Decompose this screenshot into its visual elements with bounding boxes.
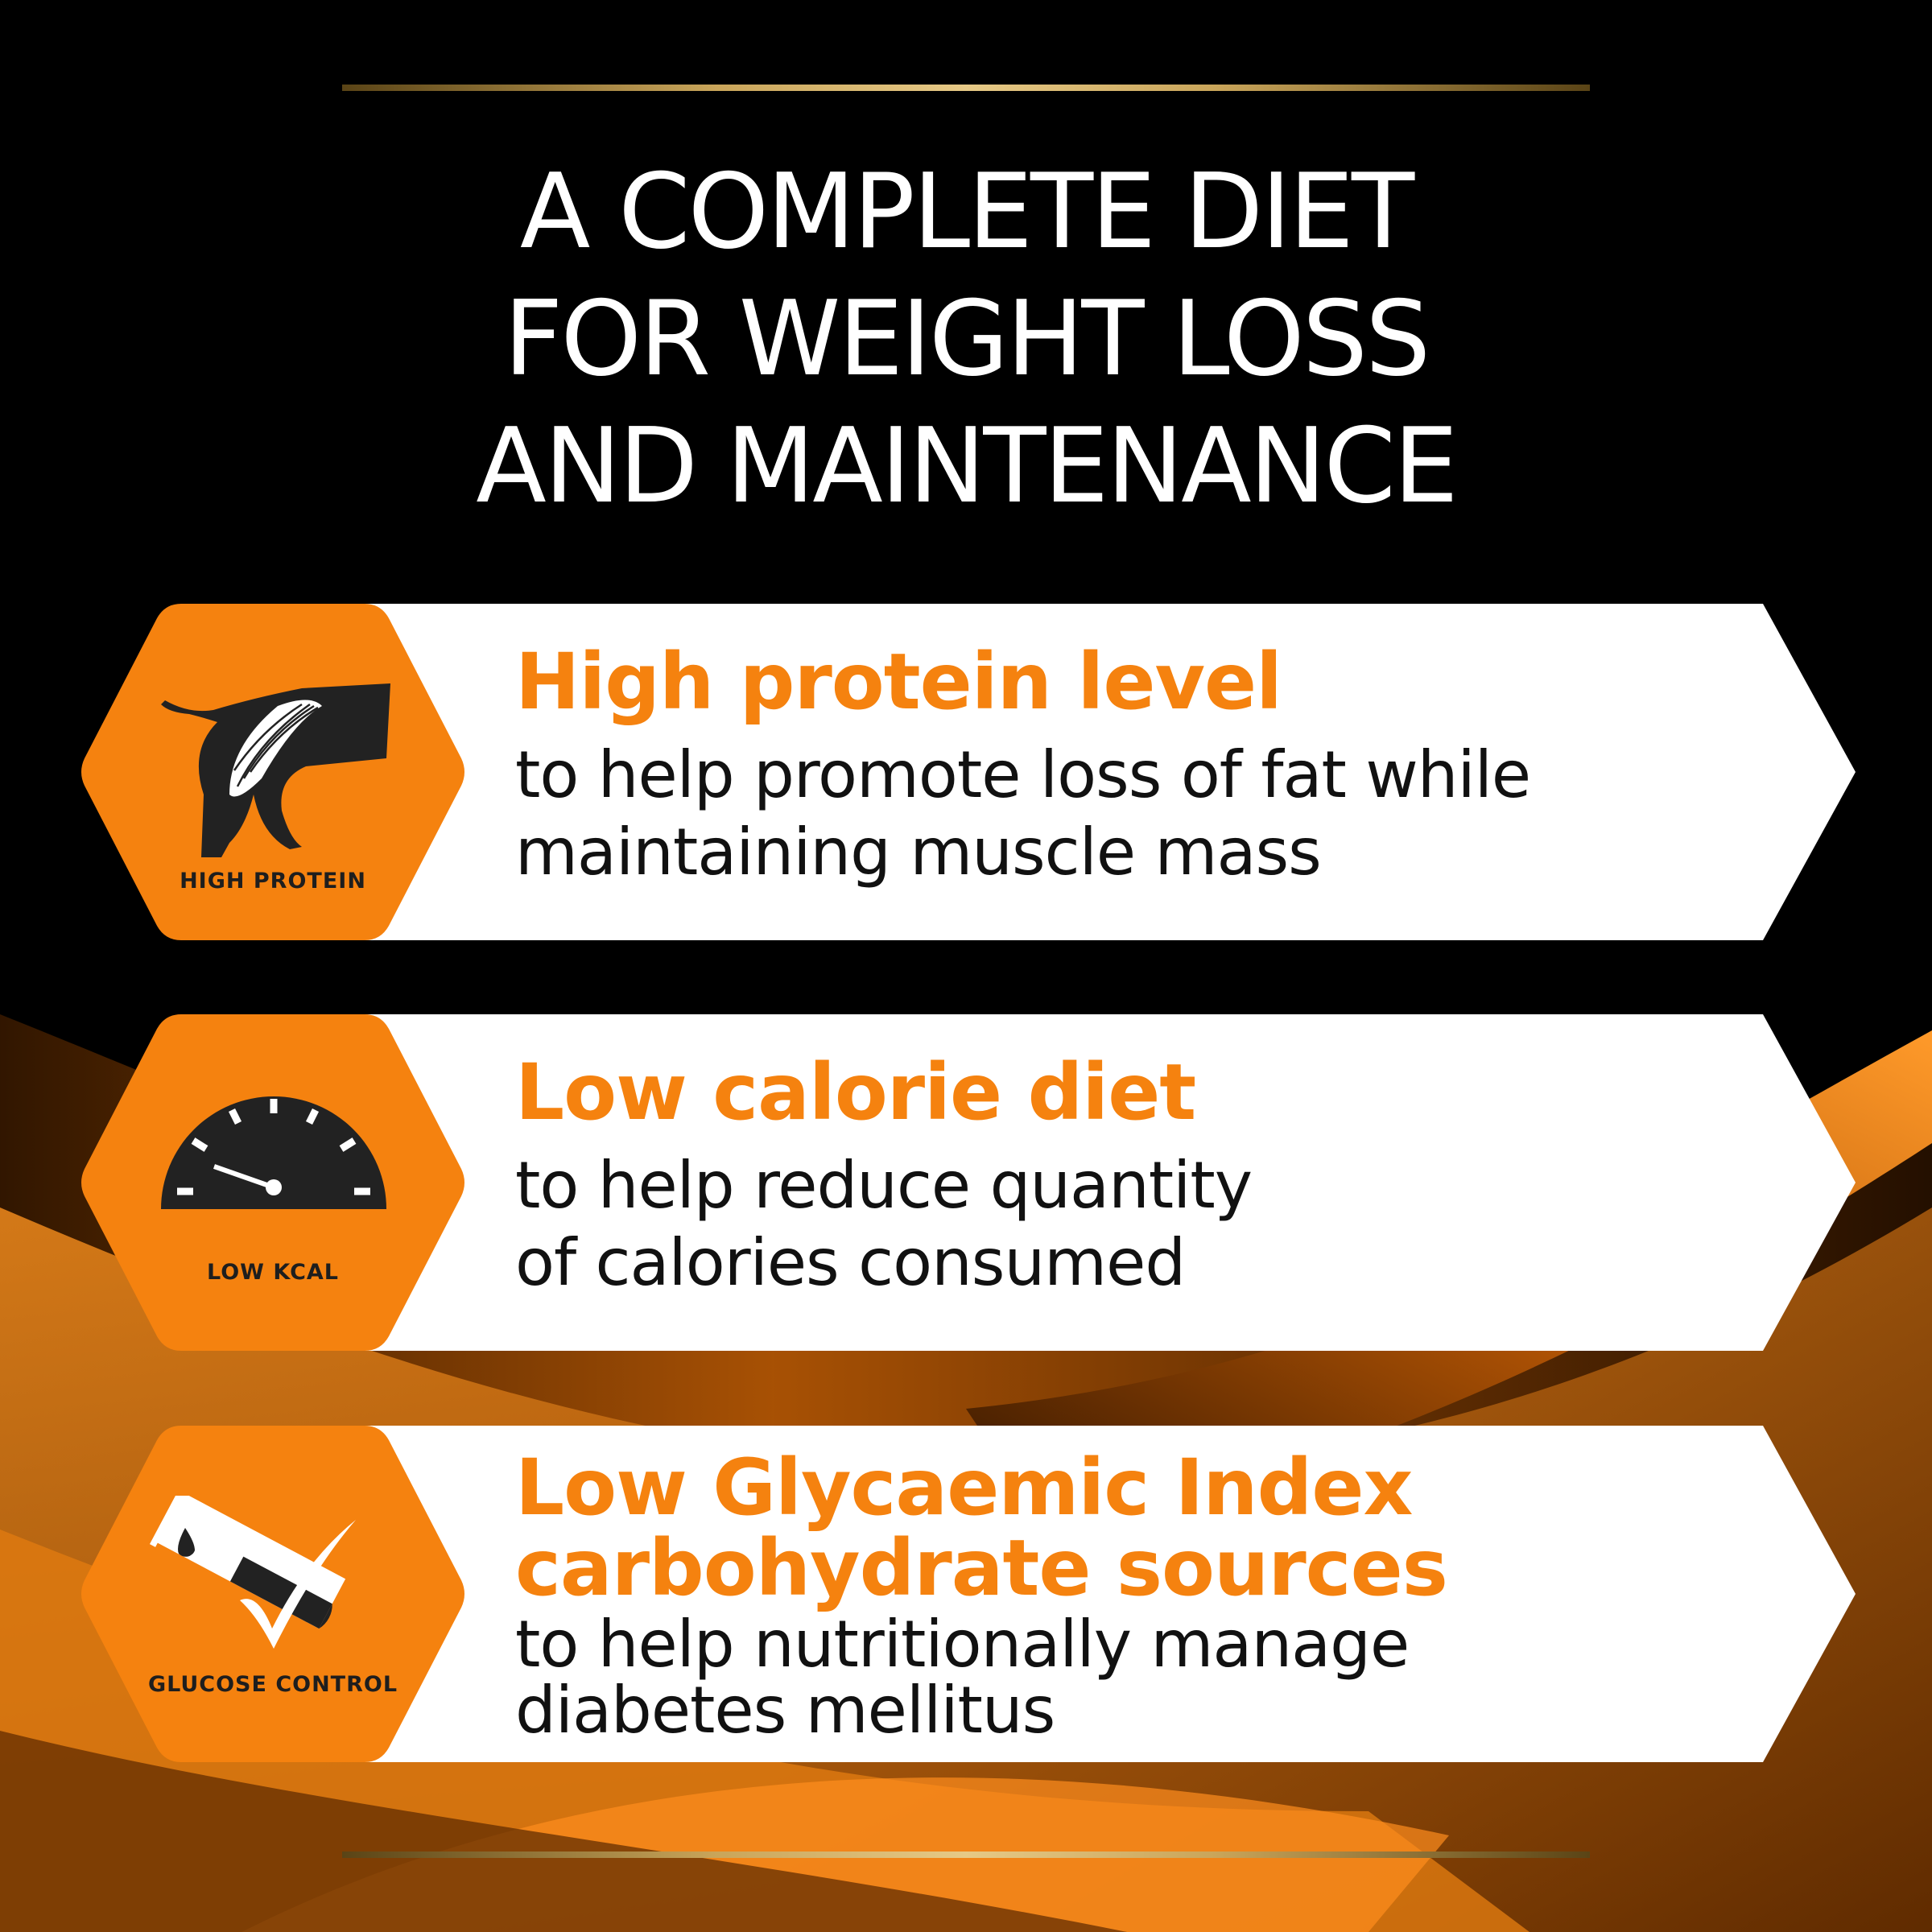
benefit-low-calorie: LOW KCAL Low calorie diet to help reduce… (0, 1008, 1932, 1357)
benefit-heading: High protein level (515, 637, 1282, 727)
benefit-body-line: of calories consumed (515, 1225, 1186, 1300)
benefit-body-line: diabetes mellitus (515, 1673, 1055, 1748)
badge-label: HIGH PROTEIN (180, 869, 366, 894)
benefit-low-glycaemic: GLUCOSE CONTROL Low Glycaemic Index carb… (0, 1419, 1932, 1769)
badge-label: LOW KCAL (206, 1260, 339, 1285)
speedometer-icon (161, 1096, 386, 1209)
top-gold-divider (342, 85, 1590, 91)
benefit-body-line: to help nutritionally manage (515, 1607, 1410, 1682)
benefit-heading: Low calorie diet (515, 1047, 1196, 1137)
white-arrow-banner (354, 604, 1856, 940)
title-line: A COMPLETE DIET (519, 152, 1414, 272)
benefit-text: High protein level to help promote loss … (515, 637, 1531, 891)
benefit-text: Low calorie diet to help reduce quantity… (515, 1047, 1253, 1302)
dog-muscle-icon (161, 683, 390, 857)
benefit-text: Low Glycaemic Index carbohydrate sources… (515, 1443, 1448, 1748)
badge-label: GLUCOSE CONTROL (147, 1672, 398, 1697)
bottom-gold-divider (342, 1852, 1590, 1858)
glucose-test-tube-check-icon (149, 1496, 356, 1649)
benefit-heading: Low Glycaemic Index (515, 1443, 1413, 1533)
page-title: A COMPLETE DIET FOR WEIGHT LOSS AND MAIN… (0, 149, 1932, 530)
title-line: AND MAINTENANCE (476, 407, 1458, 526)
title-line: FOR WEIGHT LOSS (503, 279, 1431, 399)
white-arrow-banner (354, 1014, 1856, 1351)
benefit-body-line: to help reduce quantity (515, 1148, 1253, 1223)
benefit-body-line: to help promote loss of fat while (515, 737, 1531, 812)
white-arrow-banner (354, 1426, 1856, 1762)
benefit-high-protein: HIGH PROTEIN High protein level to help … (0, 597, 1932, 947)
benefit-heading: carbohydrate sources (515, 1523, 1448, 1613)
benefit-body-line: maintaining muscle mass (515, 815, 1322, 890)
